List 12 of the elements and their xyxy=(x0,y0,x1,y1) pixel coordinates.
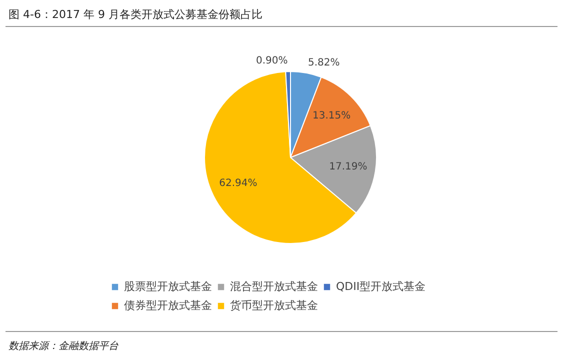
data-label: 13.15% xyxy=(312,110,351,122)
data-label: 0.90% xyxy=(256,56,288,67)
source-note: 数据来源：金融数据平台 xyxy=(8,340,118,352)
data-label: 62.94% xyxy=(219,178,258,190)
legend-label: 货币型开放式基金 xyxy=(230,298,318,313)
legend-label: 混合型开放式基金 xyxy=(230,279,318,294)
legend-label: QDII型开放式基金 xyxy=(336,279,426,294)
data-label: 5.82% xyxy=(308,57,340,68)
data-label: 17.19% xyxy=(329,161,368,172)
legend-label: 股票型开放式基金 xyxy=(124,279,212,294)
chart-title: 图 4-6：2017 年 9 月各类开放式公募基金份额占比 xyxy=(8,8,262,21)
legend-label: 债券型开放式基金 xyxy=(124,298,212,313)
